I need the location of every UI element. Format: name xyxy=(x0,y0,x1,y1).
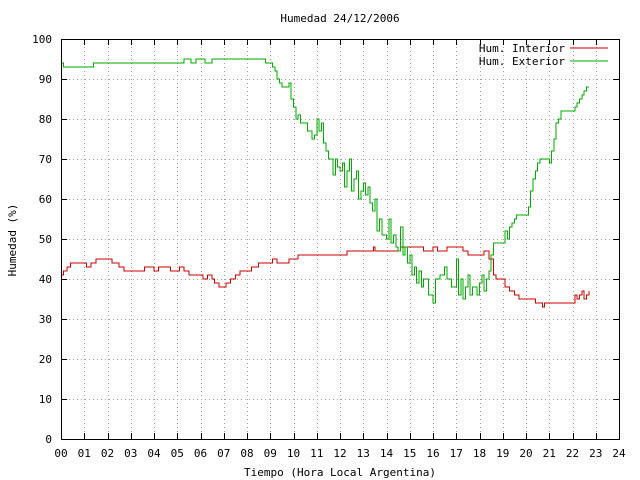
x-tick-label: 12 xyxy=(333,447,346,460)
x-tick-label: 16 xyxy=(426,447,439,460)
y-tick-label: 80 xyxy=(39,113,52,126)
series-line-exterior xyxy=(61,58,589,304)
x-tick-label: 11 xyxy=(310,447,323,460)
y-tick-label: 10 xyxy=(39,393,52,406)
x-tick-label: 15 xyxy=(403,447,416,460)
grid xyxy=(61,39,619,439)
x-tick-label: 08 xyxy=(240,447,253,460)
legend-label-interior: Hum. Interior xyxy=(479,42,565,55)
x-tick-label: 14 xyxy=(380,447,394,460)
x-tick-label: 23 xyxy=(589,447,602,460)
y-tick-label: 20 xyxy=(39,353,52,366)
x-tick-label: 22 xyxy=(566,447,579,460)
y-tick-label: 50 xyxy=(39,233,52,246)
x-axis-label: Tiempo (Hora Local Argentina) xyxy=(244,466,436,479)
x-tick-label: 07 xyxy=(217,447,230,460)
y-tick-label: 90 xyxy=(39,73,52,86)
x-tick-label: 24 xyxy=(612,447,626,460)
series-lines xyxy=(61,58,590,308)
x-tick-label: 05 xyxy=(171,447,184,460)
x-tick-label: 00 xyxy=(54,447,67,460)
x-tick-labels: 00 01 02 03 04 05 06 07 08 09 10 11 12 13 14 15 16 17 18 19… xyxy=(54,447,626,460)
x-tick-label: 03 xyxy=(124,447,137,460)
legend: Hum. Interior Hum. Exterior xyxy=(479,42,608,68)
x-tick-label: 10 xyxy=(287,447,300,460)
x-tick-label: 09 xyxy=(264,447,277,460)
legend-item-exterior: Hum. Exterior xyxy=(479,55,608,68)
series-line-interior xyxy=(61,246,590,308)
plot-frame xyxy=(61,39,620,440)
x-tick-label: 02 xyxy=(101,447,114,460)
y-tick-label: 40 xyxy=(39,273,52,286)
chart-title: Humedad 24/12/2006 xyxy=(280,12,399,25)
x-tick-label: 21 xyxy=(543,447,556,460)
x-tick-label: 01 xyxy=(78,447,91,460)
y-tick-label: 60 xyxy=(39,193,52,206)
x-tick-label: 04 xyxy=(147,447,161,460)
legend-item-interior: Hum. Interior xyxy=(479,42,608,55)
legend-label-exterior: Hum. Exterior xyxy=(479,55,565,68)
x-tick-label: 20 xyxy=(519,447,532,460)
y-tick-label: 30 xyxy=(39,313,52,326)
x-tick-label: 17 xyxy=(450,447,463,460)
x-tick-label: 06 xyxy=(194,447,207,460)
x-tick-label: 19 xyxy=(496,447,509,460)
y-tick-labels: 0 10 20 30 40 50 60 70 80 90 100 xyxy=(32,33,52,446)
x-tick-label: 18 xyxy=(473,447,486,460)
x-tick-label: 13 xyxy=(357,447,370,460)
y-tick-label: 100 xyxy=(32,33,52,46)
y-axis-label: Humedad (%) xyxy=(6,204,19,277)
y-tick-label: 0 xyxy=(45,433,52,446)
y-tick-label: 70 xyxy=(39,153,52,166)
